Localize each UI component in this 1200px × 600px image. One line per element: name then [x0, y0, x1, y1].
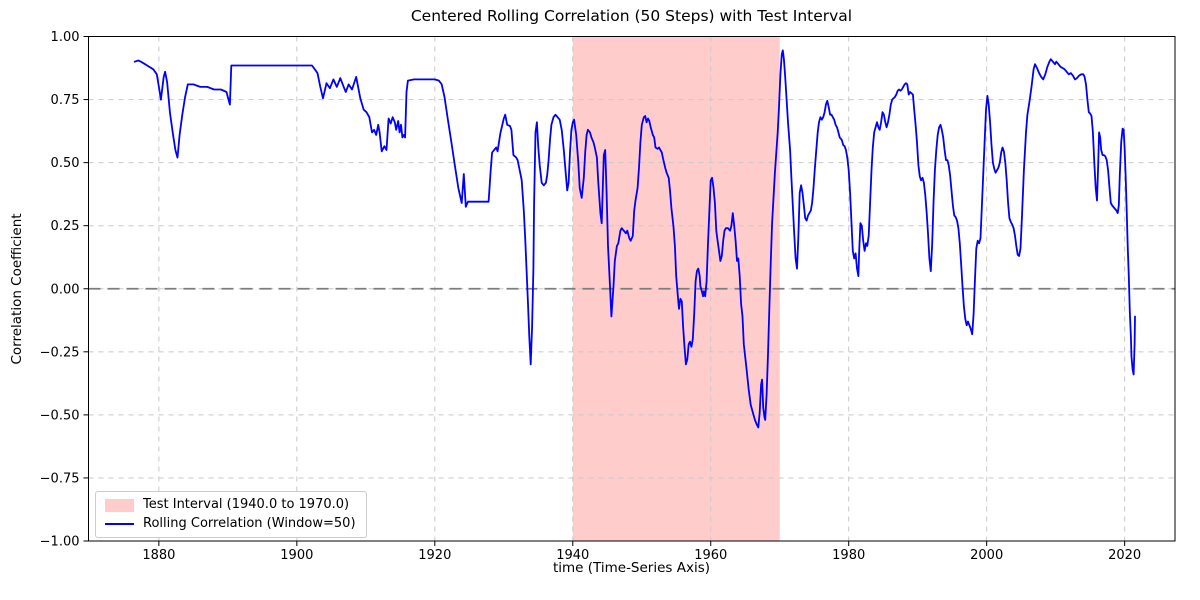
- x-tick-label: 1940: [556, 548, 589, 563]
- legend-label-rolling-correlation: Rolling Correlation (Window=50): [143, 516, 356, 531]
- y-tick-label: −0.50: [40, 408, 80, 423]
- y-tick-label: 1.00: [51, 30, 80, 45]
- y-tick-label: −1.00: [40, 535, 80, 550]
- y-tick-label: −0.25: [40, 345, 80, 360]
- legend-label-test-interval: Test Interval (1940.0 to 1970.0): [143, 497, 350, 512]
- x-tick-label: 2000: [970, 548, 1003, 563]
- x-tick-label: 1880: [142, 548, 175, 563]
- y-tick-label: 0.75: [51, 93, 80, 108]
- chart-title: Centered Rolling Correlation (50 Steps) …: [410, 7, 853, 25]
- x-tick-label: 1900: [280, 548, 313, 563]
- y-tick-label: −0.75: [40, 471, 80, 486]
- x-tick-label: 2020: [1108, 548, 1141, 563]
- rolling-correlation-series: [133, 49, 1136, 429]
- x-tick-label: 1960: [694, 548, 727, 563]
- y-tick-label: 0.50: [51, 156, 80, 171]
- legend-item-test-interval: Test Interval (1940.0 to 1970.0): [105, 497, 356, 513]
- legend-item-rolling-correlation: Rolling Correlation (Window=50): [105, 516, 356, 532]
- x-tick-label: 1920: [418, 548, 451, 563]
- rolling-correlation-line-swatch: [105, 523, 134, 525]
- y-tick-label: 0.00: [51, 282, 80, 297]
- y-tick-label: 0.25: [51, 219, 80, 234]
- x-tick-label: 1980: [832, 548, 865, 563]
- x-axis-label: time (Time-Series Axis): [552, 560, 711, 576]
- test-interval-swatch: [105, 498, 134, 512]
- legend: Test Interval (1940.0 to 1970.0) Rolling…: [95, 491, 367, 538]
- y-axis-label: Correlation Coefficient: [9, 213, 25, 365]
